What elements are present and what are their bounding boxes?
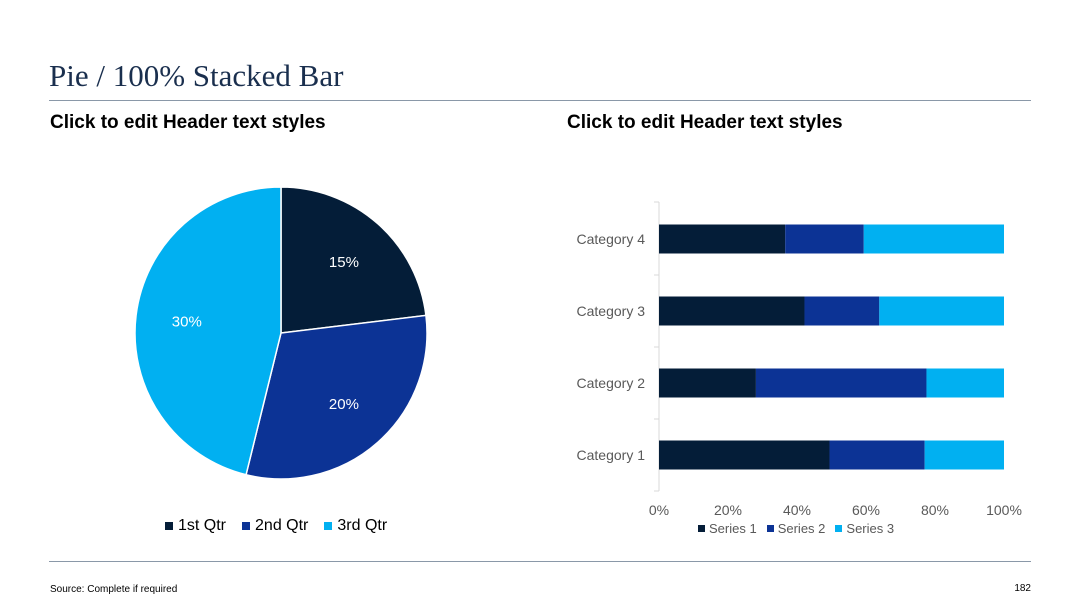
category-label-1: Category 1 xyxy=(577,447,646,463)
bar-segment-c1-s3[interactable] xyxy=(924,440,1004,470)
category-label-2: Category 2 xyxy=(577,375,646,391)
category-label-4: Category 4 xyxy=(577,231,646,247)
bar-segment-c4-s2[interactable] xyxy=(785,224,864,254)
pie-slice-2[interactable] xyxy=(245,314,428,480)
bar-legend-item-1: Series 1 xyxy=(698,521,757,536)
bar-legend-swatch xyxy=(766,525,774,532)
bar-segment-c3-s2[interactable] xyxy=(804,296,880,326)
pie-legend-item-3: 3rd Qtr xyxy=(324,517,387,535)
bar-segment-c1-s2[interactable] xyxy=(829,440,925,470)
bar-legend: Series 1 Series 2 Series 3 xyxy=(698,521,894,536)
bar-segment-c3-s3[interactable] xyxy=(879,296,1004,326)
pie-legend-item-2: 2nd Qtr xyxy=(242,517,308,535)
left-header[interactable]: Click to edit Header text styles xyxy=(50,112,326,133)
pie-data-label-2: 20% xyxy=(329,396,359,413)
x-tick-label-4: 60% xyxy=(852,502,880,518)
pie-legend-label: 2nd Qtr xyxy=(255,517,309,534)
footer-divider xyxy=(49,561,1031,562)
bar-legend-label: Series 3 xyxy=(846,521,895,536)
pie-legend-label: 3rd Qtr xyxy=(337,517,388,534)
pie-legend-swatch xyxy=(242,522,251,530)
pie-slice-1[interactable] xyxy=(280,186,427,334)
bar-segment-c3-s1[interactable] xyxy=(659,296,805,326)
page-number: 182 xyxy=(1014,583,1031,594)
bar-segment-c4-s3[interactable] xyxy=(863,224,1004,254)
pie-chart[interactable]: 15% 20% 30% xyxy=(134,186,428,480)
bar-legend-swatch xyxy=(698,525,705,532)
x-tick-label-3: 40% xyxy=(783,502,811,518)
pie-legend-label: 1st Qtr xyxy=(178,517,227,534)
stacked-bar-chart[interactable]: Category 1 Category 2 Category 3 Category 4… xyxy=(577,201,1022,518)
pie-legend-swatch xyxy=(324,522,333,530)
x-tick-label-1: 0% xyxy=(649,502,669,518)
pie-legend-item-1: 1st Qtr xyxy=(165,517,226,535)
bar-legend-label: Series 1 xyxy=(709,521,757,536)
category-label-3: Category 3 xyxy=(577,303,646,319)
bar-segment-c4-s1[interactable] xyxy=(659,224,786,254)
pie-legend: 1st Qtr 2nd Qtr 3rd Qtr xyxy=(165,517,387,535)
x-tick-label-6: 100% xyxy=(986,502,1022,518)
bar-legend-label: Series 2 xyxy=(777,521,826,536)
pie-data-label-1: 15% xyxy=(329,254,359,271)
x-tick-label-5: 80% xyxy=(921,502,949,518)
x-tick-label-2: 20% xyxy=(714,502,742,518)
bar-segment-c2-s2[interactable] xyxy=(755,368,927,398)
title-divider xyxy=(49,100,1031,101)
source-note[interactable]: Source: Complete if required xyxy=(50,584,178,595)
bar-legend-swatch xyxy=(835,525,843,532)
bar-segment-c1-s1[interactable] xyxy=(659,440,830,470)
bar-segment-c2-s3[interactable] xyxy=(926,368,1004,398)
bar-legend-item-2: Series 2 xyxy=(766,521,826,536)
right-header[interactable]: Click to edit Header text styles xyxy=(567,112,843,133)
bar-legend-item-3: Series 3 xyxy=(835,521,894,536)
pie-slice-3[interactable] xyxy=(134,186,282,476)
pie-data-label-3: 30% xyxy=(172,314,202,331)
slide-title: Pie / 100% Stacked Bar xyxy=(49,58,344,93)
bar-segment-c2-s1[interactable] xyxy=(659,368,756,398)
pie-legend-swatch xyxy=(165,522,173,530)
